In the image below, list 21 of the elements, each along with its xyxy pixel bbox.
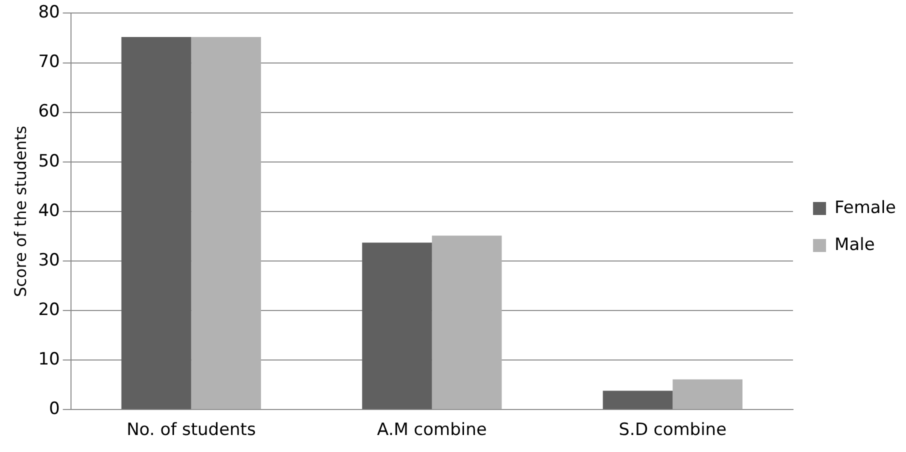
y-tick-label: 10 [38, 349, 60, 370]
bar [191, 36, 262, 410]
bar [672, 379, 742, 410]
y-tick-label: 80 [38, 2, 60, 23]
y-tick-label: 50 [38, 151, 60, 172]
legend-label: Male [834, 234, 875, 255]
y-tick-label: 40 [38, 200, 60, 221]
bar [121, 36, 192, 410]
y-tick-label: 0 [49, 399, 60, 420]
y-tick-label: 30 [38, 250, 60, 270]
y-tick-label: 70 [38, 52, 60, 72]
x-tick-label: S.D combine [618, 420, 727, 440]
x-tick-label: A.M combine [376, 420, 487, 440]
bar [602, 390, 673, 410]
y-tick-label: 60 [38, 102, 60, 122]
bar [432, 236, 502, 410]
bar [362, 242, 432, 410]
x-tick-label: No. of students [126, 420, 256, 440]
legend-label: Female [834, 198, 896, 218]
y-axis-title: Score of the students [10, 126, 30, 298]
y-tick-label: 20 [38, 300, 60, 320]
